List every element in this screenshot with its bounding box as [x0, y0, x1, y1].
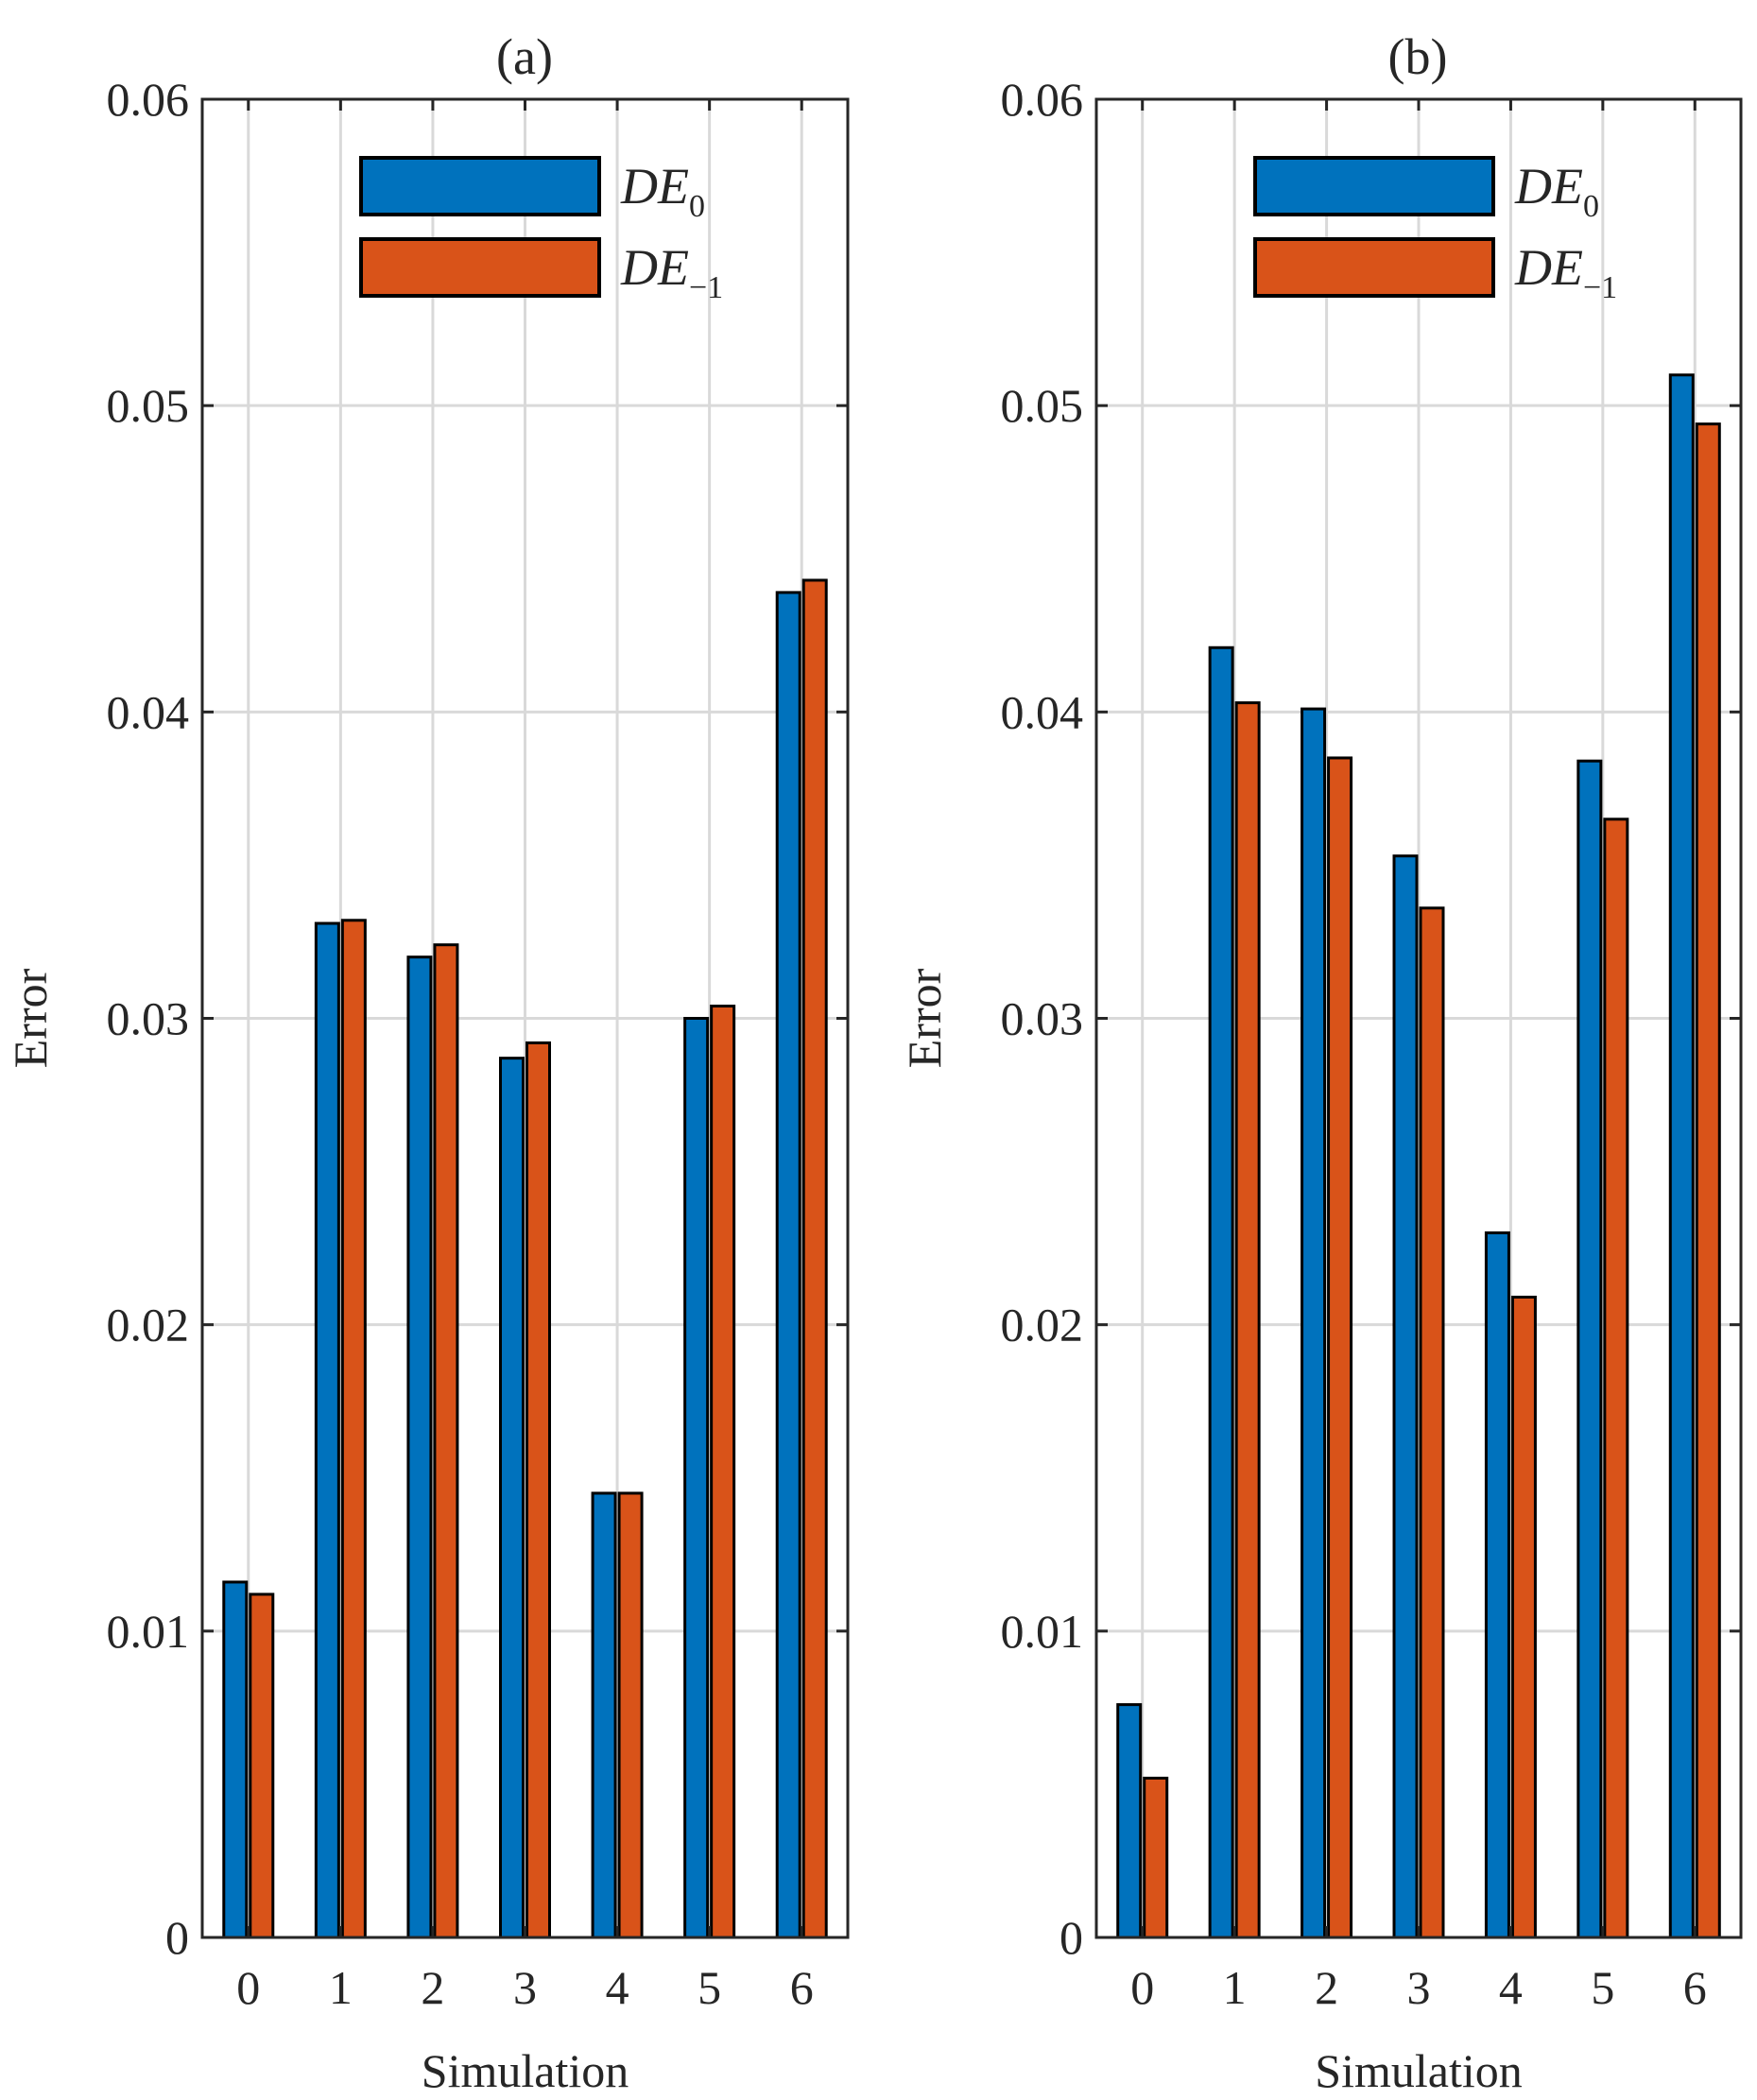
- panel-b-ytick-label: 0.04: [1001, 685, 1084, 738]
- panel-a-xtick-label: 5: [698, 1961, 721, 2014]
- panel-b-ylabel: Error: [898, 968, 951, 1068]
- panel-a-title: (a): [496, 28, 553, 85]
- panel-a-bar-DE0-sim2: [406, 955, 433, 1939]
- panel-a-bar-DEm1-sim0: [249, 1592, 275, 1939]
- panel-a-legend-base: DE: [620, 158, 689, 215]
- panel-a-bar-DE0-sim3: [499, 1057, 525, 1939]
- panel-a-ytick-label: 0.04: [107, 685, 190, 738]
- panel-b-chart: 0 0.01 0.02 0.03 0.04 0.05 0.06 0 1 2 3 4 5 6 (b) Simul…: [898, 28, 1743, 2097]
- panel-b-bar-DEm1-sim1: [1234, 701, 1261, 1939]
- panel-b-bar-DE0-sim3: [1392, 854, 1419, 1939]
- panel-a-legend-subscript: −1: [689, 270, 723, 305]
- panel-b-xtick-label: 4: [1499, 1961, 1523, 2014]
- panel-b-xtick-label: 0: [1130, 1961, 1154, 2014]
- panel-b-bar-DEm1-sim6: [1695, 422, 1721, 1939]
- panel-a-xtick-label: 3: [513, 1961, 537, 2014]
- panel-a-bar-DE0-sim6: [775, 591, 801, 1939]
- panel-a-xlabel: Simulation: [422, 2044, 629, 2097]
- panel-b-xtick-label: 1: [1223, 1961, 1247, 2014]
- panel-b-xtick-label: 6: [1683, 1961, 1707, 2014]
- panel-b-legend-base: DE: [1514, 239, 1583, 296]
- panel-a-legend-subscript: 0: [689, 189, 705, 224]
- panel-b-ytick-label: 0.01: [1001, 1605, 1084, 1658]
- panel-a-ytick-label: 0: [165, 1911, 189, 1964]
- panel-a-legend-swatch-DEm1: [359, 237, 601, 298]
- panel-b-xtick-label: 3: [1407, 1961, 1431, 2014]
- panel-b-bar-DEm1-sim4: [1510, 1295, 1537, 1939]
- panel-b-bar-DEm1-sim2: [1327, 756, 1353, 1939]
- panel-a-bar-DEm1-sim2: [433, 943, 459, 1939]
- panel-b-bar-DE0-sim5: [1576, 759, 1603, 1939]
- panel-b-bar-DEm1-sim3: [1419, 906, 1445, 1939]
- panel-a-bar-DE0-sim4: [591, 1491, 617, 1939]
- panel-b-ytick-label: 0.03: [1001, 992, 1084, 1045]
- panel-b-bar-DE0-sim0: [1116, 1703, 1143, 1939]
- panel-b-bar-DE0-sim6: [1668, 373, 1695, 1939]
- panel-a-ylabel: Error: [4, 968, 57, 1068]
- panel-a-bar-DEm1-sim5: [710, 1005, 736, 1939]
- panel-b-legend-label-DE0: DE0: [1514, 158, 1599, 224]
- panel-b-legend-subscript: 0: [1583, 189, 1599, 224]
- panel-b-legend-swatch-DE0: [1253, 156, 1495, 216]
- panel-a-legend-swatch-DE0: [359, 156, 601, 216]
- panel-a-bar-DEm1-sim6: [801, 578, 828, 1939]
- panel-a-xtick-label: 1: [329, 1961, 353, 2014]
- panel-a-bar-DE0-sim1: [314, 921, 340, 1939]
- panel-a-xtick-label: 4: [606, 1961, 629, 2014]
- panel-b-bar-DEm1-sim5: [1603, 818, 1629, 1939]
- panel-b-xtick-label: 5: [1591, 1961, 1614, 2014]
- panel-a-bar-DEm1-sim1: [340, 919, 367, 1939]
- panel-a-chart: 0 0.01 0.02 0.03 0.04 0.05 0.06 0 1 2 3 4 5 6 (a) Simul…: [4, 28, 850, 2097]
- panel-a-legend-base: DE: [620, 239, 689, 296]
- panel-a-legend-label-DEm1: DE−1: [620, 239, 723, 305]
- panel-b-ytick-label: 0.06: [1001, 73, 1084, 126]
- panel-b-ytick-label: 0.05: [1001, 379, 1084, 432]
- panel-a-bar-DEm1-sim3: [525, 1041, 551, 1939]
- panel-b-bar-DE0-sim4: [1484, 1231, 1510, 1939]
- panel-b-ytick-label: 0: [1059, 1911, 1083, 1964]
- panel-a-legend-label-DE0: DE0: [620, 158, 705, 224]
- panel-a-xtick-label: 6: [790, 1961, 814, 2014]
- panel-b-xlabel: Simulation: [1315, 2044, 1522, 2097]
- panel-b-title: (b): [1388, 28, 1448, 85]
- panel-b-legend-label-DEm1: DE−1: [1514, 239, 1617, 305]
- panel-b-ytick-label: 0.02: [1001, 1299, 1084, 1351]
- panel-a-bar-DE0-sim5: [683, 1017, 710, 1939]
- panel-b-legend-base: DE: [1514, 158, 1583, 215]
- panel-b-legend-subscript: −1: [1583, 270, 1617, 305]
- panel-b-bar-DEm1-sim0: [1143, 1776, 1169, 1939]
- panel-a-bar-DEm1-sim4: [617, 1491, 644, 1939]
- panel-b-legend-swatch-DEm1: [1253, 237, 1495, 298]
- panel-a-ytick-label: 0.01: [107, 1605, 190, 1658]
- panel-a-ytick-label: 0.06: [107, 73, 190, 126]
- panel-b-xtick-label: 2: [1315, 1961, 1338, 2014]
- panel-a-ytick-label: 0.03: [107, 992, 190, 1045]
- panel-a-xtick-label: 0: [236, 1961, 260, 2014]
- panel-b-bar-DE0-sim1: [1208, 645, 1234, 1939]
- panel-a-ytick-label: 0.02: [107, 1299, 190, 1351]
- panel-a-bar-DE0-sim0: [222, 1580, 249, 1939]
- panel-a-xtick-label: 2: [421, 1961, 444, 2014]
- panel-b-bar-DE0-sim2: [1301, 707, 1327, 1939]
- panel-a-ytick-label: 0.05: [107, 379, 190, 432]
